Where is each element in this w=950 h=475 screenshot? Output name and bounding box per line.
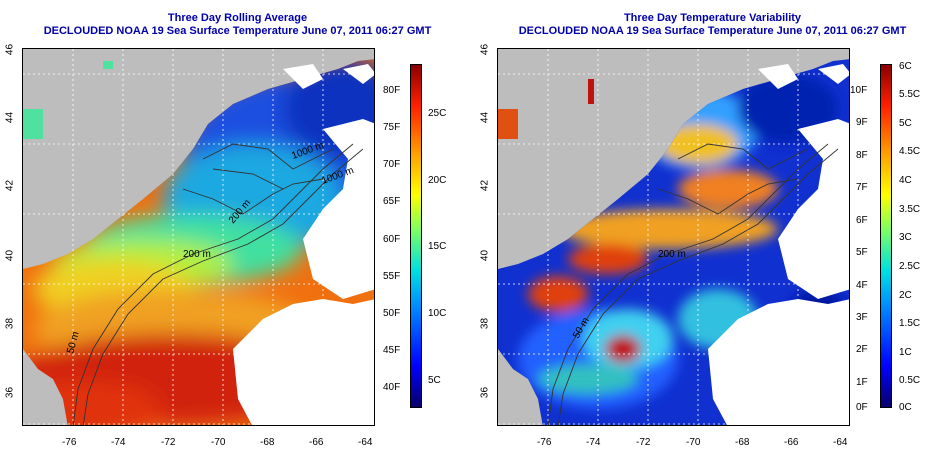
- colorbar-label-c: 3.5C: [899, 204, 921, 215]
- colorbar-label-f: 4F: [856, 280, 868, 291]
- colorbar-label-c: 20C: [428, 175, 447, 186]
- colorbar-label-f: 0F: [856, 402, 868, 413]
- colorbar-label-f: 7F: [856, 182, 868, 193]
- colorbar-label-f: 45F: [383, 345, 401, 356]
- lat-tick: 44: [4, 111, 16, 124]
- colorbar-label-c: 2.5C: [899, 261, 921, 272]
- lon-tick: -72: [161, 437, 176, 448]
- lat-tick: 38: [479, 317, 491, 330]
- sst-patch: [103, 61, 113, 69]
- lat-tick: 40: [479, 249, 491, 262]
- isobath-contours: [72, 143, 364, 425]
- colorbar-label-c: 0.5C: [899, 375, 921, 386]
- sst-average-panel: Three Day Rolling Average DECLOUDED NOAA…: [4, 12, 447, 448]
- sst-patch: [23, 109, 43, 139]
- cloud-mask: [233, 64, 374, 425]
- variability-patch: [588, 79, 594, 104]
- sst-variability-panel: Three Day Temperature Variability DECLOU…: [475, 0, 950, 475]
- colorbar-label-c: 4C: [899, 175, 912, 186]
- lat-tick: 40: [4, 249, 16, 262]
- lon-tick: -74: [586, 437, 601, 448]
- isobath-contours: [547, 143, 839, 425]
- sst-variability-map: 50 m 200 m: [497, 48, 850, 426]
- contour-label: 200 m: [183, 249, 211, 260]
- colorbar-label-c: 10C: [428, 308, 447, 319]
- lat-tick: 42: [479, 179, 491, 192]
- lon-tick: -64: [833, 437, 848, 448]
- colorbar-label-c: 1C: [899, 347, 912, 358]
- sst-average-map: 50 m 200 m 200 m 1000 m 1000 m: [22, 48, 375, 426]
- lon-tick: -76: [537, 437, 552, 448]
- left-title: Three Day Rolling Average: [167, 12, 308, 24]
- colorbar-label-f: 5F: [856, 247, 868, 258]
- colorbar-label-f: 70F: [383, 159, 401, 170]
- colorbar-label-f: 8F: [856, 150, 868, 161]
- colorbar-label-c: 5C: [899, 118, 912, 129]
- lat-tick: 42: [4, 179, 16, 192]
- colorbar-label-c: 5C: [428, 375, 441, 386]
- lon-tick: -72: [636, 437, 651, 448]
- colorbar-label-f: 2F: [856, 344, 868, 355]
- lat-tick: 46: [479, 43, 491, 56]
- cloud-mask: [708, 64, 849, 425]
- contour-label: 200 m: [658, 249, 686, 260]
- colorbar-label-f: 6F: [856, 215, 868, 226]
- colorbar-label-c: 6C: [899, 61, 912, 72]
- right-title: Three Day Temperature Variability: [623, 12, 802, 24]
- left-subtitle: DECLOUDED NOAA 19 Sea Surface Temperatur…: [43, 25, 432, 37]
- lon-tick: -64: [358, 437, 373, 448]
- lon-tick: -68: [260, 437, 275, 448]
- lat-tick: 36: [4, 386, 16, 399]
- variability-patch: [498, 109, 518, 139]
- lat-tick: 44: [479, 111, 491, 124]
- right-subtitle: DECLOUDED NOAA 19 Sea Surface Temperatur…: [518, 25, 907, 37]
- lon-tick: -68: [735, 437, 750, 448]
- colorbar-label-c: 1.5C: [899, 318, 921, 329]
- lat-tick: 46: [4, 43, 16, 56]
- lon-tick: -76: [62, 437, 77, 448]
- colorbar-label-c: 5.5C: [899, 89, 921, 100]
- temperature-colorbar: [410, 64, 422, 408]
- colorbar-label-c: 4.5C: [899, 146, 921, 157]
- variability-colorbar: [880, 64, 892, 408]
- lon-tick: -70: [686, 437, 701, 448]
- colorbar-label-f: 9F: [856, 117, 868, 128]
- lon-tick: -66: [784, 437, 799, 448]
- colorbar-label-f: 55F: [383, 271, 401, 282]
- colorbar-label-f: 65F: [383, 196, 401, 207]
- graticule: [23, 49, 374, 425]
- lat-tick: 38: [4, 317, 16, 330]
- colorbar-label-f: 3F: [856, 312, 868, 323]
- colorbar-label-c: 0C: [899, 402, 912, 413]
- colorbar-label-c: 2C: [899, 290, 912, 301]
- colorbar-label-c: 3C: [899, 232, 912, 243]
- lon-tick: -74: [111, 437, 126, 448]
- colorbar-label-f: 10F: [850, 85, 868, 96]
- colorbar-label-f: 40F: [383, 382, 401, 393]
- colorbar-label-f: 1F: [856, 377, 868, 388]
- colorbar-label-c: 25C: [428, 108, 447, 119]
- lon-tick: -66: [309, 437, 324, 448]
- colorbar-label-f: 50F: [383, 308, 401, 319]
- lat-tick: 36: [479, 386, 491, 399]
- lon-tick: -70: [211, 437, 226, 448]
- colorbar-label-c: 15C: [428, 241, 447, 252]
- graticule: [498, 49, 849, 425]
- colorbar-label-f: 80F: [383, 85, 401, 96]
- colorbar-label-f: 60F: [383, 234, 401, 245]
- colorbar-label-f: 75F: [383, 122, 401, 133]
